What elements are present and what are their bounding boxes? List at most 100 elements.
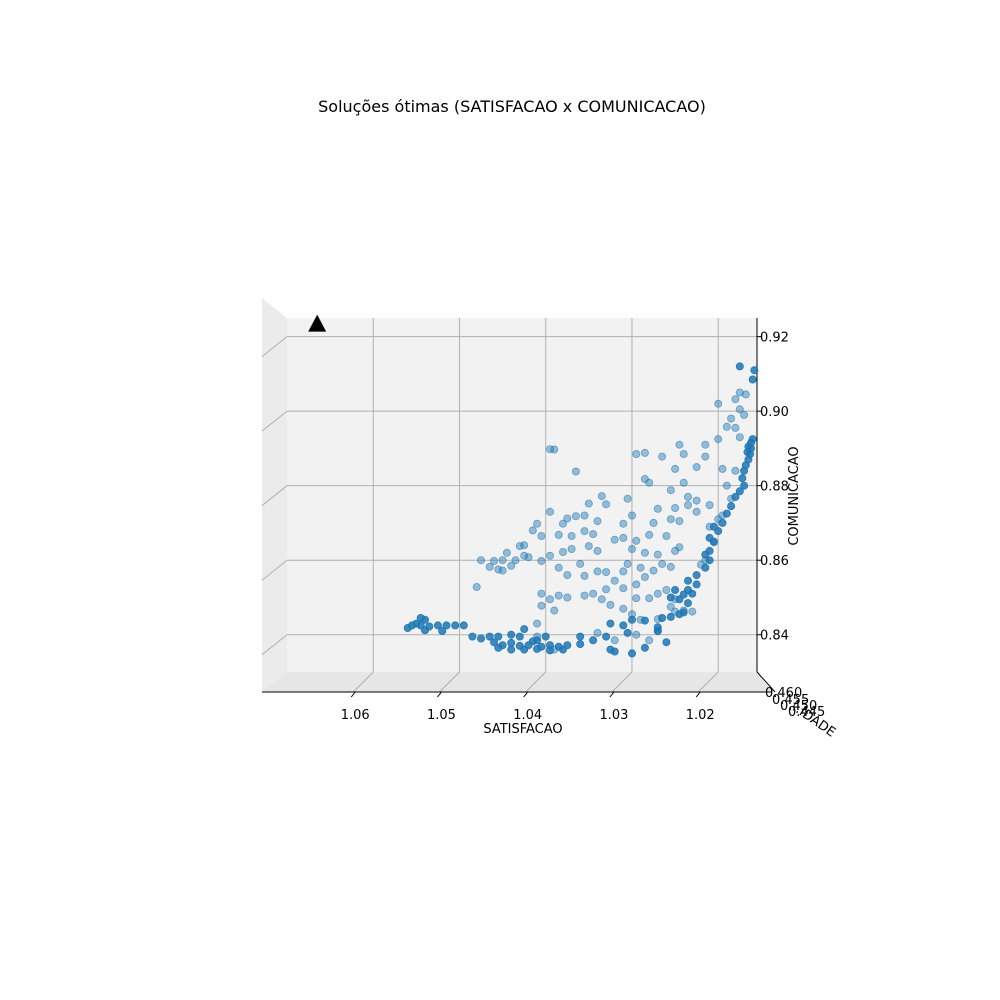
x-tick-mark [695, 691, 701, 698]
scatter-point [640, 643, 649, 652]
scatter-point [658, 614, 667, 623]
scatter-point [662, 532, 671, 541]
scatter-point [705, 546, 714, 555]
x-tick-label: 1.06 [341, 708, 370, 723]
scatter-point [731, 492, 740, 501]
scatter-point [640, 548, 649, 557]
scatter-point [653, 623, 662, 632]
scatter-point [628, 545, 637, 554]
y-axis-label: COMUNICACAO [787, 446, 802, 545]
scatter-point [589, 530, 598, 539]
scatter-point [403, 624, 412, 633]
y-tick-label: 0.86 [760, 554, 789, 569]
grid-line [261, 485, 288, 507]
scatter-point [533, 636, 542, 645]
scatter-point [589, 589, 598, 598]
scatter-point [597, 492, 606, 501]
scatter-point [692, 571, 701, 580]
scatter-point [688, 589, 697, 598]
scatter-point [714, 435, 723, 444]
scatter-point [489, 557, 498, 566]
scatter-point [554, 530, 563, 539]
x-tick-label: 1.04 [513, 708, 542, 723]
y-tick-label: 0.92 [760, 331, 789, 346]
y-tick-label: 0.90 [760, 405, 789, 420]
scatter-point [563, 514, 572, 523]
scatter-point [476, 634, 485, 643]
grid-line [611, 671, 633, 693]
scatter-point [602, 568, 611, 577]
scatter-point [628, 511, 637, 520]
scatter-point [576, 559, 585, 568]
scatter-point [735, 388, 744, 397]
z-tick-label: 0.455 [772, 693, 809, 708]
scatter-point [541, 632, 550, 641]
scatter-point [580, 511, 589, 520]
scatter-point [671, 464, 680, 473]
scatter-point [653, 589, 662, 598]
scatter-point [593, 546, 602, 555]
scatter-point [507, 561, 516, 570]
scatter-point [666, 602, 675, 611]
scatter-point [658, 452, 667, 461]
scatter-point [533, 519, 542, 528]
chart-title: Soluções ótimas (SATISFACAO x COMUNICACA… [318, 97, 706, 116]
scatter-point [580, 571, 589, 580]
scatter-point [494, 643, 503, 652]
grid-line [261, 559, 288, 581]
x-tick-mark [437, 691, 442, 698]
scatter-point [645, 530, 654, 539]
scatter-point [515, 632, 524, 641]
scatter-point [688, 607, 697, 616]
scatter-point [692, 507, 701, 516]
scatter-point [731, 423, 740, 432]
scatter-point [684, 599, 693, 608]
scatter-point [537, 532, 546, 541]
scatter-point [520, 645, 529, 654]
scatter-point [589, 636, 598, 645]
y-tick-label: 0.88 [760, 480, 789, 495]
scatter-point [438, 627, 447, 636]
scatter-point [451, 621, 460, 630]
scatter-point [584, 542, 593, 551]
scatter-point [520, 625, 529, 634]
scatter-point [619, 519, 628, 528]
scatter-point [684, 576, 693, 585]
scatter-point [584, 499, 593, 508]
scatter-point [528, 526, 537, 535]
scatter-point [623, 559, 632, 568]
scatter-point [623, 628, 632, 637]
scatter-point [494, 632, 503, 641]
z-axis-line [756, 671, 776, 693]
x-tick-mark [350, 691, 356, 698]
scatter-point [748, 375, 757, 384]
scatter-point [559, 519, 568, 528]
z-tick-labels: 0.460 0.455 0.450 0.445 [765, 686, 825, 720]
scatter-point [701, 440, 710, 449]
scatter-point [619, 567, 628, 576]
scatter-point [571, 512, 580, 521]
scatter-point [610, 647, 619, 656]
scatter-point [722, 509, 731, 518]
scatter-point [748, 435, 757, 444]
scatter-point [628, 615, 637, 624]
grid-line [525, 671, 547, 693]
scatter-point [679, 449, 688, 458]
scatter-point [666, 593, 675, 602]
scatter-point [640, 573, 649, 582]
scatter-point [524, 553, 533, 562]
scatter-point [554, 591, 563, 600]
scatter-point [636, 563, 645, 572]
scatter-point [571, 467, 580, 476]
scatter-point [666, 515, 675, 524]
scatter-point [420, 615, 429, 624]
scatter-point [606, 600, 615, 609]
y-tick-labels: 0.84 0.86 0.88 0.90 0.92 [757, 331, 789, 644]
scatter-point [679, 608, 688, 617]
scatter-point [735, 487, 744, 496]
scatter-point [662, 638, 671, 647]
x-tick-labels: 1.06 1.05 1.04 1.03 1.02 [341, 691, 715, 723]
scatter-point [727, 414, 736, 423]
scatter-point [459, 621, 468, 630]
grid-lines [261, 318, 757, 693]
